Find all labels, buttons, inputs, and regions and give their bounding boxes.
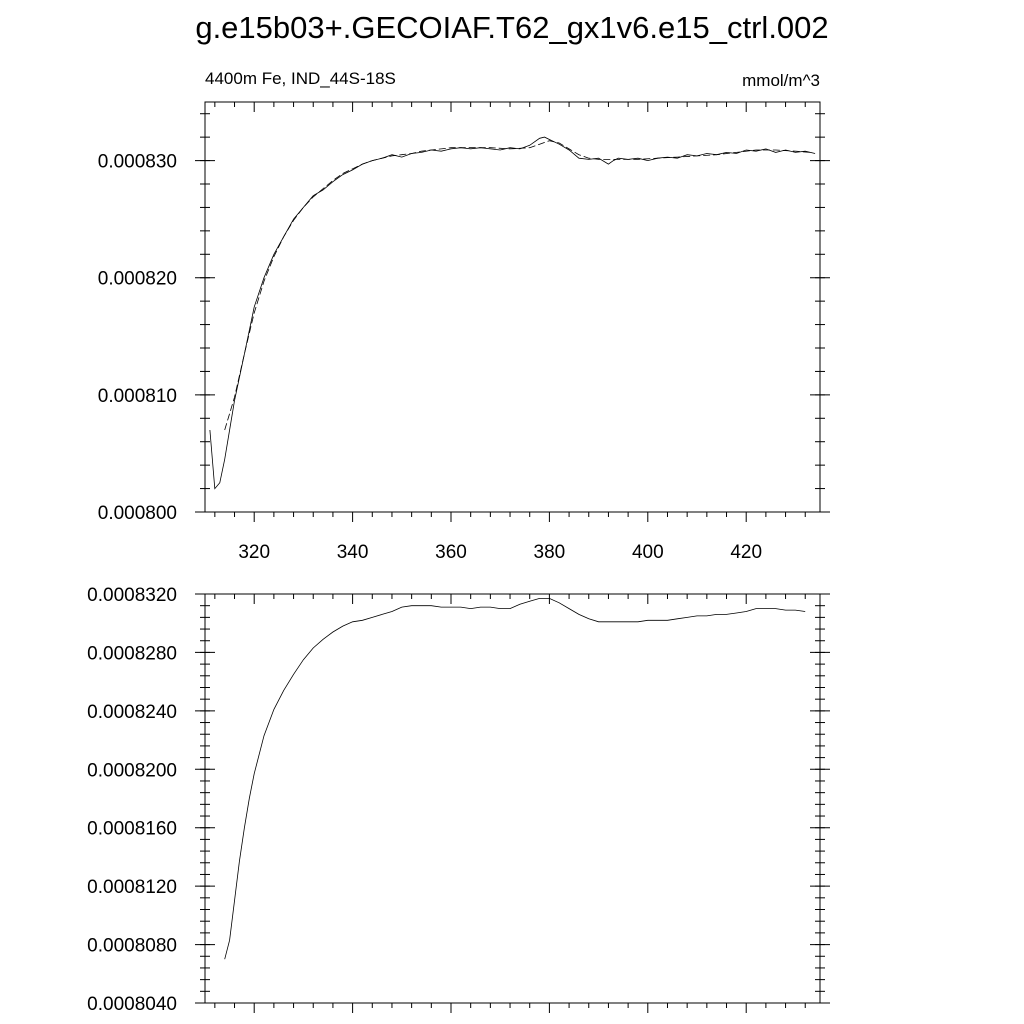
top-xtick-label: 400 <box>632 542 664 563</box>
top-xtick-label: 380 <box>534 542 566 563</box>
bottom-panel-series <box>224 598 806 960</box>
bottom-panel: 0.0008040 0.0008080 0.0008120 0.0008160 0.00… <box>87 585 830 1015</box>
top-ytick-label: 0.000810 <box>98 386 177 407</box>
bottom-ytick-label: 0.0008240 <box>87 702 177 723</box>
top-panel-subtitle-left: 4400m Fe, IND_44S-18S <box>205 69 396 88</box>
figure-title: g.e15b03+.GECOIAF.T62_gx1v6.e15_ctrl.002 <box>195 10 828 45</box>
top-xtick-label: 360 <box>435 542 467 563</box>
bottom-ytick-label: 0.0008200 <box>87 760 177 781</box>
bottom-panel-ticks <box>195 593 830 1013</box>
top-xtick-label: 420 <box>730 542 762 563</box>
top-ytick-label: 0.000820 <box>98 269 177 290</box>
bottom-series-line-solid <box>224 598 806 960</box>
bottom-ytick-label: 0.0008320 <box>87 585 177 606</box>
top-panel-series <box>209 136 816 490</box>
top-ytick-label: 0.000830 <box>98 152 177 173</box>
bottom-ytick-label: 0.0008080 <box>87 936 177 957</box>
top-panel: 4400m Fe, IND_44S-18S mmol/m^3 320 340 360… <box>98 69 830 563</box>
bottom-ytick-label: 0.0008040 <box>87 994 177 1015</box>
top-series-line-dashed <box>224 140 811 431</box>
top-panel-ticks <box>195 102 830 522</box>
top-xtick-label: 320 <box>238 542 270 563</box>
top-series-line-solid <box>209 136 816 490</box>
bottom-ytick-label: 0.0008120 <box>87 877 177 898</box>
top-xtick-label: 340 <box>337 542 369 563</box>
bottom-panel-tick-labels: 0.0008040 0.0008080 0.0008120 0.0008160 0.00… <box>87 585 177 1015</box>
top-panel-frame <box>204 101 821 513</box>
top-ytick-label: 0.000800 <box>98 503 177 524</box>
bottom-ytick-label: 0.0008280 <box>87 643 177 664</box>
top-panel-units-label: mmol/m^3 <box>742 71 820 90</box>
bottom-panel-frame <box>204 593 821 1004</box>
bottom-ytick-label: 0.0008160 <box>87 819 177 840</box>
top-panel-tick-labels: 320 340 360 380 400 420 0.000800 0.000810 0.0008… <box>98 152 762 563</box>
